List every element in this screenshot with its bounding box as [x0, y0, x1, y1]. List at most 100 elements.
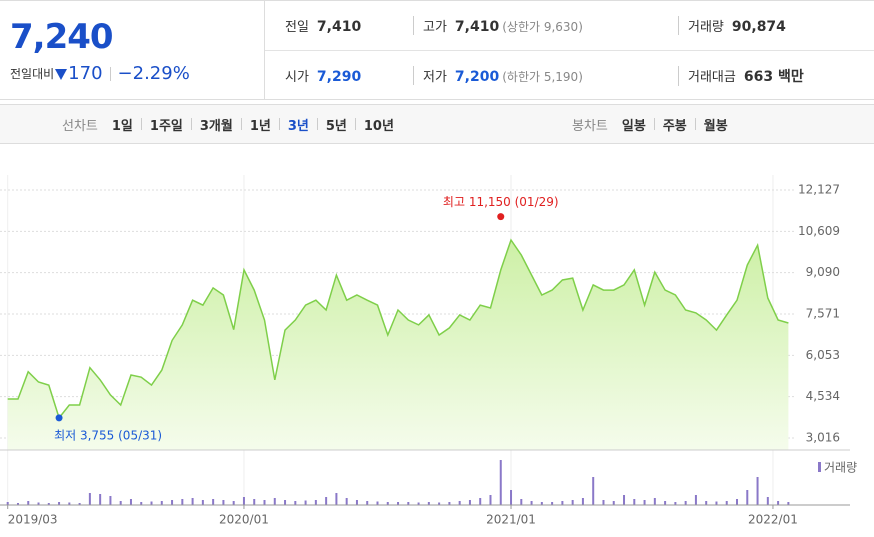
volume-bar	[68, 502, 71, 505]
tab[interactable]: 1일	[111, 118, 133, 134]
down-arrow	[55, 68, 68, 80]
volume-bar	[612, 501, 615, 505]
volume-bar	[335, 493, 338, 505]
stat-value: 7,200	[454, 69, 500, 85]
volume-bar	[304, 500, 307, 505]
volume-bar	[181, 499, 184, 505]
volume-bar	[458, 501, 461, 505]
volume-bar	[427, 502, 430, 505]
y-tick-label: 12,127	[798, 182, 840, 196]
volume-bar	[284, 500, 287, 505]
volume-bar	[571, 500, 574, 505]
tab[interactable]: 3년	[287, 118, 309, 134]
volume-bar	[366, 501, 369, 505]
volume-bar	[530, 501, 533, 505]
y-tick-label: 4,534	[806, 389, 840, 403]
tab[interactable]: 주봉	[662, 118, 687, 134]
volume-bar	[417, 502, 420, 505]
tab-divider	[190, 118, 192, 130]
stat: 고가 7,410 (상한가 9,630)	[413, 16, 583, 35]
volume-bar	[129, 499, 132, 505]
volume-bar	[468, 500, 471, 505]
tab-divider	[240, 118, 242, 130]
tab-group-label: 선차트	[62, 118, 98, 134]
volume-bar	[212, 499, 215, 505]
stat-label: 거래대금	[688, 70, 736, 85]
stat-label: 거래량	[688, 20, 724, 35]
tab[interactable]: 1주일	[149, 118, 183, 134]
annotation-label: 최고 11,150 (01/29)	[443, 195, 559, 209]
line-chart-tabs: 선차트 1일 1주일 3개월 1년 3년 5년 10년	[62, 105, 394, 143]
current-price: 7,240	[10, 17, 114, 57]
volume-bar	[160, 501, 163, 505]
volume-bar	[6, 502, 9, 505]
tab-divider	[354, 118, 356, 130]
volume-bar	[777, 501, 780, 505]
volume-bar	[222, 500, 225, 505]
volume-bar	[787, 502, 790, 505]
line	[7, 238, 789, 420]
volume-bar	[561, 501, 564, 505]
volume-bar	[78, 503, 81, 505]
volume-bar	[653, 498, 656, 505]
tab-divider	[140, 118, 142, 130]
volume-bar	[694, 495, 697, 505]
volume-bar	[674, 502, 677, 505]
stat-value: 7,410	[454, 19, 500, 35]
tab[interactable]: 월봉	[703, 118, 728, 134]
volume-bar	[263, 500, 266, 505]
volume-bar	[551, 502, 554, 505]
stat-value: 663 백만	[743, 69, 804, 85]
volume-bar	[705, 501, 708, 505]
volume-bar	[592, 477, 595, 505]
stat-value: 7,410	[316, 19, 362, 35]
stat: 저가 7,200 (하한가 5,190)	[413, 66, 583, 85]
volume-bar	[88, 493, 91, 505]
volume-bar	[438, 502, 441, 505]
change-label: 전일대비	[10, 67, 55, 81]
volume-bar	[397, 502, 400, 505]
annotation-label: 최저 3,755 (05/31)	[54, 428, 162, 442]
volume-bar	[355, 500, 358, 505]
volume-bar	[407, 502, 410, 505]
change-row: 전일대비 170 −2.29%	[10, 63, 190, 84]
volume-bar	[448, 502, 451, 505]
stat: 시가 7,290	[285, 66, 361, 85]
divider	[265, 50, 874, 51]
volume-bar	[540, 502, 543, 505]
volume-bar	[253, 499, 256, 505]
tab-divider	[278, 118, 280, 130]
price-box: 7,240 전일대비 170 −2.29%	[0, 1, 265, 100]
volume-bar	[314, 500, 317, 505]
volume-bar	[766, 497, 769, 505]
stat-note: (상한가 9,630)	[502, 20, 583, 34]
stat-note: (하한가 5,190)	[502, 70, 583, 84]
volume-bar	[294, 501, 297, 505]
volume-bar	[520, 499, 523, 505]
legend-label: 거래량	[824, 461, 857, 475]
volume-bar	[109, 496, 112, 505]
volume-bar	[664, 501, 667, 505]
volume-bar	[37, 502, 40, 505]
tab[interactable]: 10년	[363, 118, 394, 134]
tab[interactable]: 3개월	[199, 118, 233, 134]
tab[interactable]: 일봉	[621, 118, 646, 134]
stat-label: 고가	[423, 20, 447, 35]
annotation-dot	[55, 414, 63, 422]
stat-label: 전일	[285, 20, 309, 35]
quote-header: 7,240 전일대비 170 −2.29% 전일 7,410 고가 7,410 (상한가…	[0, 0, 874, 100]
stat-value: 7,290	[316, 69, 362, 85]
tab[interactable]: 1년	[249, 118, 271, 134]
stat: 전일 7,410	[285, 16, 361, 35]
period-tabs: 선차트 1일 1주일 3개월 1년 3년 5년 10년 봉차트 일봉 주봉 월봉	[0, 104, 874, 144]
change-value: 170	[68, 63, 103, 84]
volume-bar	[386, 502, 389, 505]
volume-bar	[581, 498, 584, 505]
change-rate: −2.29%	[117, 63, 190, 84]
volume-bar	[58, 502, 61, 505]
tab-divider	[694, 118, 696, 130]
volume-bar	[725, 501, 728, 505]
x-tick-label: 2021/01	[486, 513, 536, 527]
tab[interactable]: 5년	[325, 118, 347, 134]
